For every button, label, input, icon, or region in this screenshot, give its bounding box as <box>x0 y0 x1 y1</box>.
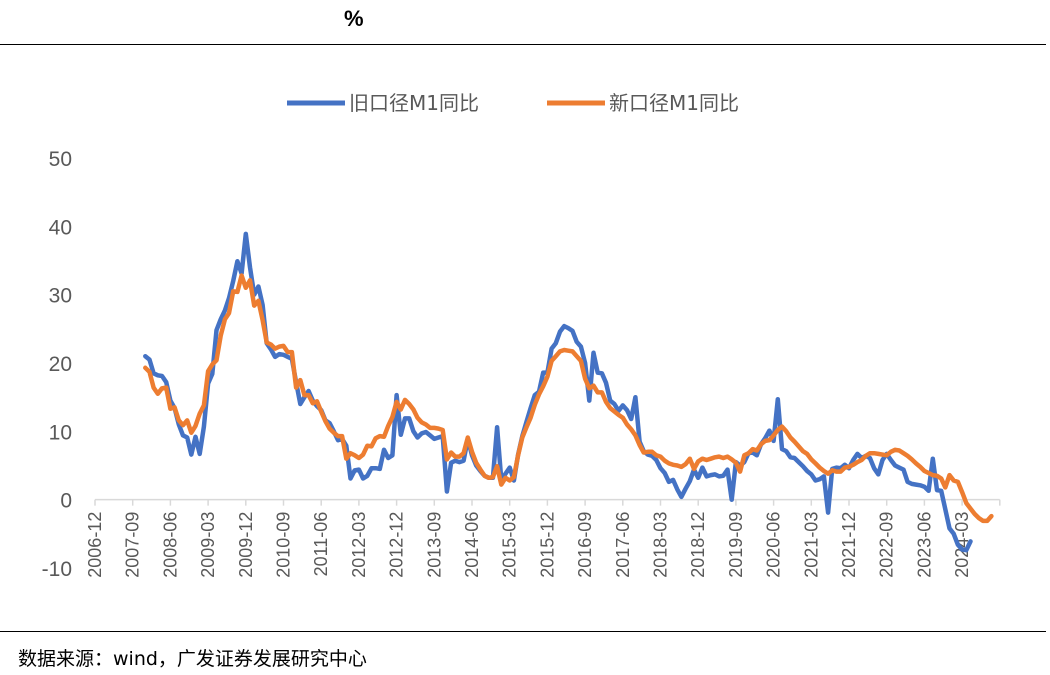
x-tick-label: 2007-09 <box>123 512 143 578</box>
y-axis-ticks: 50 40 30 20 10 0 -10 <box>42 148 72 581</box>
series-lines <box>143 231 994 553</box>
legend-label-2: 新口径M1同比 <box>609 91 739 115</box>
y-tick-label: 20 <box>49 353 72 376</box>
x-tick-label: 2021-12 <box>839 512 859 578</box>
x-tick-label: 2017-06 <box>613 512 633 578</box>
y-tick-label: 10 <box>49 421 72 444</box>
x-tick-label: 2015-03 <box>500 512 520 578</box>
x-tick-label: 2014-06 <box>462 512 482 578</box>
series-line-1 <box>143 231 973 553</box>
source-note: 数据来源：wind，广发证券发展研究中心 <box>18 648 367 670</box>
y-tick-label: 30 <box>49 285 72 308</box>
x-tick-label: 2018-03 <box>651 512 671 578</box>
x-tick-label: 2012-03 <box>349 512 369 578</box>
bottom-rule <box>0 631 1046 632</box>
y-tick-label: 0 <box>60 490 72 513</box>
x-tick-label: 2008-06 <box>160 512 180 578</box>
y-tick-label: 40 <box>49 216 72 239</box>
x-tick-label: 2021-03 <box>801 512 821 578</box>
series-line-2 <box>143 273 994 524</box>
top-rule <box>0 44 1046 45</box>
legend: 旧口径M1同比 新口径M1同比 <box>287 91 739 115</box>
x-tick-label: 2010-09 <box>274 512 294 578</box>
x-tick-label: 2022-09 <box>877 512 897 578</box>
x-tick-label: 2011-06 <box>311 512 331 577</box>
x-tick-label: 2020-06 <box>764 512 784 578</box>
x-tick-label: 2023-06 <box>914 512 934 578</box>
x-tick-label: 2006-12 <box>85 512 105 578</box>
legend-label-1: 旧口径M1同比 <box>349 91 479 115</box>
x-tick-label: 2016-09 <box>575 512 595 578</box>
x-tick-label: 2018-12 <box>688 512 708 578</box>
x-tick-label: 2009-12 <box>236 512 256 578</box>
x-tick-label: 2009-03 <box>198 512 218 578</box>
x-tick-label: 2012-12 <box>387 512 407 578</box>
x-axis: 2006-12 2007-09 2008-06 2009-03 2009-12 2010-… <box>85 498 1001 578</box>
x-tick-label: 2013-09 <box>424 512 444 578</box>
y-tick-label: -10 <box>42 558 72 581</box>
unit-label: % <box>344 6 364 31</box>
y-tick-label: 50 <box>49 148 72 171</box>
x-tick-label: 2015-12 <box>537 512 557 578</box>
x-tick-label: 2024-03 <box>952 512 972 578</box>
x-tick-label: 2019-09 <box>726 512 746 578</box>
